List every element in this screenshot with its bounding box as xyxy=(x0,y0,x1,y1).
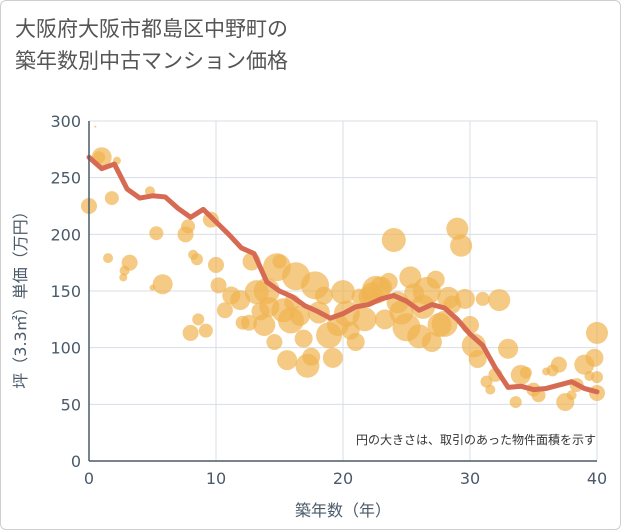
bubble-point xyxy=(182,324,199,341)
y-axis-label: 坪（3.3㎡）単価（万円） xyxy=(11,203,30,388)
bubble-point xyxy=(152,274,173,295)
bubble-size-note: 円の大きさは、取引のあった物件面積を示す xyxy=(356,432,596,447)
bubble-point xyxy=(192,313,205,326)
bubble-point xyxy=(509,396,522,409)
bubble-point xyxy=(591,371,603,384)
x-tick-label: 0 xyxy=(84,469,94,488)
bubble-point xyxy=(294,329,313,348)
x-tick-label: 30 xyxy=(460,469,480,488)
bubble-point xyxy=(379,272,398,291)
bubble-point xyxy=(93,151,106,164)
x-tick-label: 40 xyxy=(587,469,607,488)
y-tick-label: 100 xyxy=(50,339,81,358)
bubble-point xyxy=(346,333,365,351)
bubble-point xyxy=(426,270,445,289)
bubble-point xyxy=(216,302,233,319)
bubble-point xyxy=(241,314,258,331)
bubble-point xyxy=(277,350,298,371)
bubble-point xyxy=(498,338,519,359)
axes xyxy=(88,121,597,462)
y-tick-label: 0 xyxy=(71,452,81,471)
x-tick-label: 10 xyxy=(206,469,226,488)
chart-title-line-1: 大阪府大阪市都島区中野町の xyxy=(15,17,288,41)
y-tick-label: 150 xyxy=(50,282,81,301)
bubble-point xyxy=(198,323,213,338)
bubble-point xyxy=(149,226,164,241)
bubble-point xyxy=(314,286,333,305)
bubble-point xyxy=(454,288,475,309)
y-tick-label: 250 xyxy=(50,169,81,188)
bubble-point xyxy=(289,305,310,326)
bubble-point xyxy=(331,280,355,305)
bubble-point xyxy=(104,191,119,206)
bubble-point xyxy=(177,226,194,243)
bubble-point xyxy=(421,332,442,352)
bubble-point xyxy=(381,228,406,252)
x-axis-label: 築年数（年） xyxy=(295,501,391,520)
x-tick-label: 20 xyxy=(333,469,353,488)
bubble-point xyxy=(272,254,287,269)
bubble-point xyxy=(253,314,276,336)
trend-line-layer xyxy=(86,154,600,395)
y-tick-label: 50 xyxy=(61,395,81,414)
bubble-point xyxy=(488,289,511,312)
bubble-point xyxy=(468,350,487,368)
bubble-point xyxy=(585,348,604,367)
bubble-point xyxy=(450,234,473,257)
tick-labels: 0 10 20 30 40 0 50 100 150 200 250 300 xyxy=(50,112,607,488)
bubble-point xyxy=(446,217,469,240)
bubble-point xyxy=(566,390,577,401)
bubble-point xyxy=(586,321,608,344)
bubble-point xyxy=(208,256,224,273)
bubble-point xyxy=(210,277,227,294)
bubble-point xyxy=(352,307,377,332)
bubble-point xyxy=(266,334,283,350)
bubble-point xyxy=(431,310,458,337)
trend-line xyxy=(86,154,600,395)
bubble-point xyxy=(550,356,567,373)
y-tick-label: 300 xyxy=(50,112,81,131)
bubble-point xyxy=(103,253,114,264)
bubbles xyxy=(81,125,608,412)
bubble-point xyxy=(94,125,97,128)
bubble-point xyxy=(475,291,490,306)
bubble-point xyxy=(322,347,343,368)
bubble-point xyxy=(302,347,321,366)
bubble-point xyxy=(519,366,532,379)
bubble-point xyxy=(188,249,199,260)
bubble-point xyxy=(119,273,128,282)
bubble-point xyxy=(485,384,496,395)
y-tick-label: 200 xyxy=(50,225,81,244)
bubble-point xyxy=(121,254,138,271)
chart-title: 大阪府大阪市都島区中野町の 築年数別中古マンション価格 xyxy=(15,13,288,77)
chart-title-line-2: 築年数別中古マンション価格 xyxy=(15,49,288,73)
